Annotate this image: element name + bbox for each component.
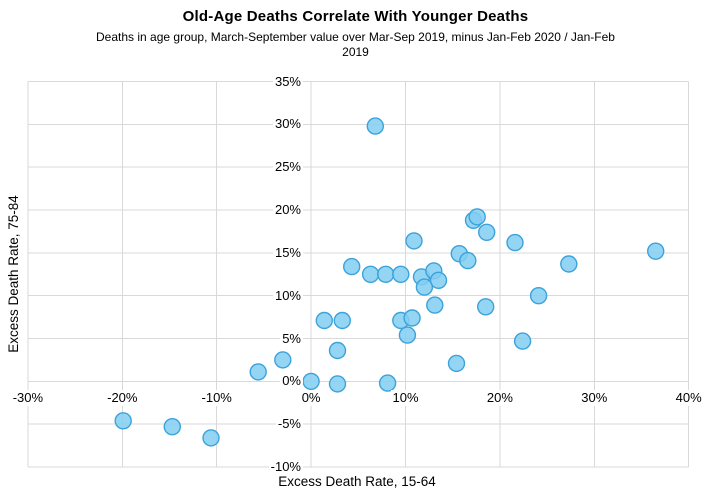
chart-subtitle-line-1: Deaths in age group, March-September val…	[96, 30, 615, 44]
data-point	[405, 232, 423, 250]
data-point	[378, 374, 397, 392]
data-point	[477, 298, 495, 316]
data-point	[560, 255, 578, 273]
x-axis-title: Excess Death Rate, 15-64	[278, 474, 436, 489]
data-point	[459, 251, 477, 270]
data-point	[163, 418, 182, 436]
data-point	[315, 311, 333, 330]
data-point	[114, 412, 132, 430]
data-point	[647, 242, 665, 260]
chart-subtitle-line-2: 2019	[342, 45, 369, 59]
data-point	[249, 363, 267, 381]
data-point	[377, 265, 395, 283]
data-point	[447, 354, 466, 373]
data-point	[361, 265, 380, 283]
data-point	[506, 233, 524, 252]
data-point	[429, 271, 448, 289]
data-point	[333, 311, 351, 330]
data-point	[529, 287, 548, 305]
data-point	[415, 278, 434, 296]
data-point	[398, 326, 417, 344]
data-point	[366, 117, 384, 135]
data-point	[392, 265, 410, 283]
data-point	[302, 372, 320, 391]
data-point	[343, 257, 361, 276]
data-point	[478, 223, 496, 242]
data-point	[468, 208, 486, 226]
chart-title: Old-Age Deaths Correlate With Younger De…	[182, 8, 529, 25]
data-point	[513, 332, 532, 350]
chart-subtitle: Deaths in age group, March-September val…	[0, 30, 711, 60]
data-point	[328, 341, 347, 360]
data-point	[403, 309, 421, 327]
data-point	[426, 296, 444, 314]
data-point	[202, 429, 220, 447]
data-point	[328, 375, 347, 393]
data-point	[274, 351, 292, 369]
